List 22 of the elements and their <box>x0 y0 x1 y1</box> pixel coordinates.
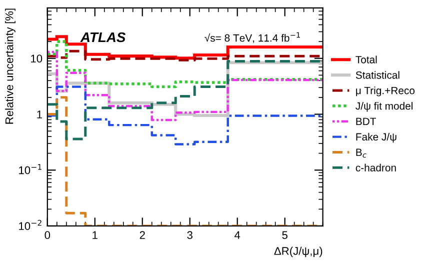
y-tick-label: 10 <box>31 54 42 63</box>
y-tick-label: 10$^{−2}$ <box>19 220 42 230</box>
annotation: √s= 8 TeV, 11.4 fb$^{−1}$ <box>204 32 300 43</box>
x-axis-title: ΔR(J/ψ,μ) <box>274 246 322 258</box>
annotation: ATLAS <box>80 32 126 42</box>
y-axis-title: Relative uncertainty [%] <box>5 8 16 124</box>
legend-label: μ Trig.+Reco <box>356 86 415 96</box>
legend-label: B$_{c}$ <box>356 148 366 158</box>
legend-label: J/ψ fit model <box>356 102 413 112</box>
x-tick-label: 5 <box>282 231 288 240</box>
x-tick-label: 2 <box>140 231 145 239</box>
x-tick-label: 3 <box>187 231 192 240</box>
legend-label: Fake J/ψ <box>356 132 396 143</box>
y-tick-label: 10$^{−1}$ <box>19 164 42 174</box>
legend-label: BDT <box>356 118 376 126</box>
x-tick-label: 0 <box>44 231 50 240</box>
legend-label: Total <box>356 56 377 64</box>
legend-label: Statistical <box>356 71 400 79</box>
x-tick-label: 1 <box>92 231 98 239</box>
x-tick-label: 4 <box>234 231 240 239</box>
y-tick-label: 1 <box>37 110 42 118</box>
legend-label: c-hadron <box>356 164 396 172</box>
